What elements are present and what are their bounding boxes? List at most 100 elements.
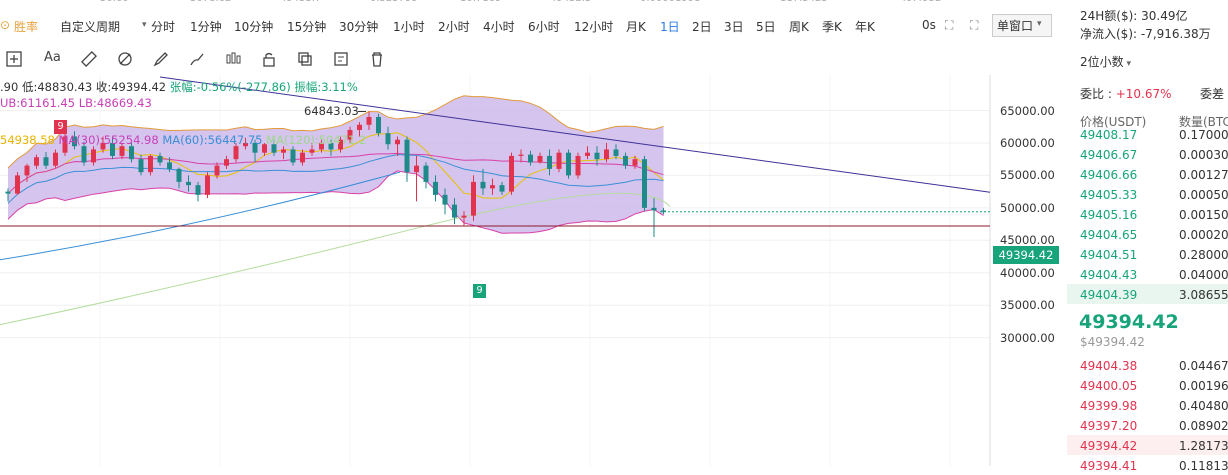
crosshair-add-icon[interactable] xyxy=(5,50,23,68)
period-11[interactable]: 12小时 xyxy=(574,20,614,34)
text-tool-icon[interactable]: Aa xyxy=(44,50,61,65)
period-1[interactable]: 自定义周期 xyxy=(60,20,121,34)
candle xyxy=(338,136,343,153)
period-0[interactable]: 胜率 xyxy=(14,20,39,34)
bid-row[interactable]: 49400.05 0.00196 xyxy=(1067,375,1228,395)
period-7[interactable]: 1小时 xyxy=(393,20,425,34)
bid-row[interactable]: 49397.20 0.08902 xyxy=(1067,415,1228,435)
period-4[interactable]: 10分钟 xyxy=(234,20,274,34)
candle xyxy=(499,181,505,195)
candle-body xyxy=(167,162,172,169)
candle-body xyxy=(53,152,58,166)
ask-row[interactable]: 49404.51 0.28000 xyxy=(1067,244,1228,264)
candle-body xyxy=(642,159,647,208)
bid-row[interactable]: 49399.98 0.40480 xyxy=(1067,395,1228,415)
candle xyxy=(452,198,457,225)
candle xyxy=(395,136,400,156)
candle xyxy=(281,146,286,160)
ma-short: 54938.58 xyxy=(0,133,55,147)
period-5[interactable]: 15分钟 xyxy=(287,20,327,34)
ma60-line xyxy=(7,154,664,204)
period-16[interactable]: 5日 xyxy=(756,20,776,34)
ask-row[interactable]: 49404.39 3.08655 xyxy=(1067,284,1228,304)
pencil-tool-icon[interactable] xyxy=(152,50,170,68)
col-price-header: 价格(USDT) xyxy=(1080,115,1147,129)
candle xyxy=(119,142,125,160)
candle-body xyxy=(271,144,277,153)
bid-price: 49394.41 xyxy=(1080,459,1138,473)
candle xyxy=(81,141,87,166)
candle xyxy=(129,142,134,163)
kline-chart[interactable]: .90 低:48830.43 收:49394.42 张幅:-0.56%(-277… xyxy=(0,75,1062,466)
edit-tool-icon[interactable] xyxy=(332,50,350,68)
ask-row[interactable]: 49408.17 0.17000 xyxy=(1067,124,1228,144)
chart-canvas[interactable] xyxy=(0,75,1062,466)
candle-body xyxy=(43,157,49,166)
ask-row[interactable]: 49404.43 0.04000 xyxy=(1067,264,1228,284)
period-6[interactable]: 30分钟 xyxy=(339,20,379,34)
ask-row[interactable]: 49404.65 0.00020 xyxy=(1067,224,1228,244)
candle xyxy=(328,139,334,156)
period-12[interactable]: 月K xyxy=(626,20,646,34)
candle-body xyxy=(300,152,305,163)
period-19[interactable]: 年K xyxy=(855,20,875,34)
candle xyxy=(309,142,315,156)
candle-body xyxy=(72,136,77,147)
ask-qty: 0.28000 xyxy=(1179,248,1228,262)
order-book-panel: 24H额($): 30.49亿 净流入($): -7,916.38万 2位小数 … xyxy=(1067,0,1228,473)
candle xyxy=(34,154,39,169)
candle-body xyxy=(319,142,324,150)
period-3[interactable]: 1分钟 xyxy=(190,20,222,34)
ask-row[interactable]: 49406.67 0.00030 xyxy=(1067,144,1228,164)
bid-row[interactable]: 49394.41 0.11813 xyxy=(1067,455,1228,475)
candle-body xyxy=(556,152,562,169)
candle-body xyxy=(632,159,638,166)
period-17[interactable]: 周K xyxy=(789,20,809,34)
lock-tool-icon[interactable] xyxy=(260,50,278,68)
ask-price: 49404.43 xyxy=(1080,268,1138,282)
period-8[interactable]: 2小时 xyxy=(438,20,470,34)
period-15[interactable]: 3日 xyxy=(724,20,744,34)
period-21[interactable]: 单窗口 xyxy=(992,14,1053,37)
settings-icon[interactable]: ⛶ xyxy=(970,18,979,32)
bid-qty: 0.11813 xyxy=(1179,459,1228,473)
brush-tool-icon[interactable] xyxy=(188,50,206,68)
candle xyxy=(556,149,562,173)
copy-tool-icon[interactable] xyxy=(296,50,314,68)
period-14[interactable]: 2日 xyxy=(692,20,712,34)
last-price: 49394.42 xyxy=(1079,311,1179,333)
bid-row[interactable]: 49404.38 0.04467 xyxy=(1067,355,1228,375)
candle-body xyxy=(585,152,590,156)
candle-body xyxy=(385,133,391,145)
candle xyxy=(157,152,163,166)
ruler-tool-icon[interactable] xyxy=(80,50,98,68)
period-20[interactable]: 0s xyxy=(922,18,936,32)
candle-body xyxy=(518,154,524,156)
ask-price: 49404.39 xyxy=(1080,288,1138,302)
period-18[interactable]: 季K xyxy=(822,20,842,34)
candle-body xyxy=(490,185,495,189)
fullscreen-icon[interactable]: ⛶ xyxy=(945,18,954,32)
candle-body xyxy=(366,116,372,125)
candle-body xyxy=(499,185,505,192)
trash-icon[interactable] xyxy=(368,50,386,68)
ask-row[interactable]: 49406.66 0.00127 xyxy=(1067,164,1228,184)
candle xyxy=(72,131,77,150)
period-10[interactable]: 6小时 xyxy=(528,20,560,34)
period-13[interactable]: 1日 xyxy=(660,20,680,34)
bid-qty: 0.00196 xyxy=(1179,379,1228,393)
ask-row[interactable]: 49405.16 0.00150 xyxy=(1067,204,1228,224)
bid-qty: 0.08902 xyxy=(1179,419,1228,433)
candle-body xyxy=(281,149,286,153)
magnet-tool-icon[interactable] xyxy=(116,50,134,68)
period-9[interactable]: 4小时 xyxy=(483,20,515,34)
ask-row[interactable]: 49405.33 0.00050 xyxy=(1067,184,1228,204)
candles-tool-icon[interactable] xyxy=(224,50,242,68)
decimals-select[interactable]: 2位小数 ▾ xyxy=(1080,53,1131,70)
candle-body xyxy=(309,149,315,153)
candle-body xyxy=(528,154,533,163)
candle xyxy=(186,175,191,192)
period-2[interactable]: 分时 xyxy=(151,20,176,34)
bid-row[interactable]: 49394.42 1.28173 xyxy=(1067,435,1228,455)
candle-body xyxy=(471,181,476,216)
